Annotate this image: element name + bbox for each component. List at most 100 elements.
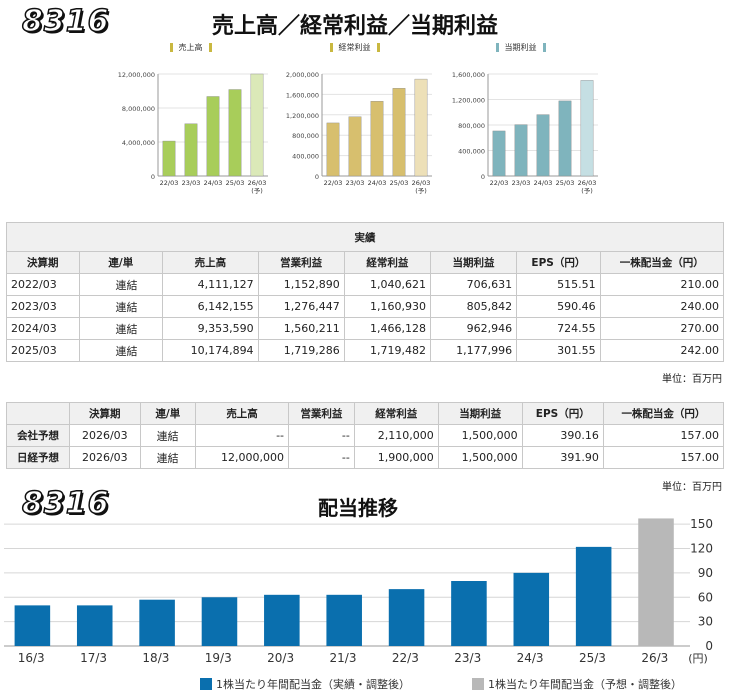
table-row: 2025/03 連結 10,174,894 1,719,286 1,719,482 1,1… <box>6 339 725 362</box>
y-tick-label: 1,200,000 <box>452 97 485 105</box>
y-tick-label: 12,000,000 <box>118 71 155 79</box>
table-cell: 1,160,930 <box>343 295 431 318</box>
column-header: 決算期 <box>69 402 141 425</box>
dividend-bar <box>14 605 51 646</box>
y-tick-label: 0 <box>481 173 485 181</box>
mini-bar <box>348 116 362 177</box>
table-cell: 590.46 <box>516 295 601 318</box>
legend-forecast-swatch <box>472 678 484 690</box>
mini-bar <box>326 122 340 177</box>
mini-bar <box>206 96 220 177</box>
x-tick-label: 22/03 <box>490 179 509 187</box>
mini-chart-title: 売上高 <box>108 42 273 53</box>
results-table: 実績 決算期 連/単 売上高 営業利益 経常利益 当期利益 EPS（円） 一株配当金（円） 2… <box>6 222 725 362</box>
mini-chart-title-text: 経常利益 <box>338 43 371 52</box>
dividend-bar <box>575 546 612 646</box>
x-tick-label: 24/03 <box>204 179 223 187</box>
mini-chart-net-profit: 当期利益 1,600,000 1,200,000 800,000 400,000 0 22/… <box>438 42 603 210</box>
y-tick-label: 400,000 <box>292 153 319 161</box>
mini-bar <box>536 114 550 177</box>
table-cell: 連結 <box>78 339 164 362</box>
dividend-bar <box>388 589 425 646</box>
table-cell: 2023/03 <box>6 295 80 318</box>
column-header: 連/単 <box>78 251 164 274</box>
y-tick-label: 60 <box>698 590 713 604</box>
y-tick-label: 150 <box>690 517 713 531</box>
table-cell: 会社予想 <box>6 424 70 447</box>
x-tick-label: 23/03 <box>346 179 365 187</box>
x-tick-label: 25/03 <box>556 179 575 187</box>
table-cell: 301.55 <box>516 339 601 362</box>
x-tick-label: 22/3 <box>392 651 419 665</box>
forecast-note: (予) <box>251 187 263 195</box>
table-cell: 1,900,000 <box>353 446 439 469</box>
table-cell: 2025/03 <box>6 339 80 362</box>
x-tick-label: 23/03 <box>182 179 201 187</box>
table-cell: 1,276,447 <box>257 295 345 318</box>
mini-chart-title: 当期利益 <box>438 42 603 53</box>
table-cell: 4,111,127 <box>162 273 259 296</box>
dividend-bar <box>638 518 674 646</box>
table-cell: 157.00 <box>602 446 725 469</box>
title-marker-icon <box>495 43 499 52</box>
table-cell: 9,353,590 <box>162 317 259 340</box>
x-tick-label: 23/3 <box>454 651 481 665</box>
table-row: 会社予想 2026/03 連結 -- -- 2,110,000 1,500,000 390.1… <box>6 424 725 447</box>
table-cell: 2026/03 <box>69 424 141 447</box>
title-marker-icon <box>329 43 333 52</box>
table-cell: 962,946 <box>429 317 518 340</box>
table-cell: 6,142,155 <box>162 295 259 318</box>
mini-bar <box>370 101 384 177</box>
x-tick-label: 18/3 <box>142 651 169 665</box>
table-cell: 日経予想 <box>6 446 70 469</box>
table-cell: 2022/03 <box>6 273 80 296</box>
x-tick-label: 23/03 <box>512 179 531 187</box>
column-header: 経常利益 <box>343 251 431 274</box>
y-tick-label: 1,600,000 <box>452 71 485 79</box>
y-tick-label: 4,000,000 <box>122 139 155 147</box>
column-header: 連/単 <box>139 402 197 425</box>
x-tick-label: 16/3 <box>18 651 45 665</box>
column-header: 経常利益 <box>353 402 439 425</box>
table-cell: 240.00 <box>599 295 725 318</box>
column-header: 一株配当金（円） <box>602 402 725 425</box>
legend-actual-swatch <box>200 678 212 690</box>
mini-chart-title-text: 売上高 <box>178 43 203 52</box>
y-tick-label: 1,200,000 <box>286 112 319 120</box>
stock-code: 8316 <box>21 3 110 40</box>
table-cell: 10,174,894 <box>162 339 259 362</box>
x-tick-label: 25/03 <box>226 179 245 187</box>
forecast-note: (予) <box>415 187 427 195</box>
table-cell: 2024/03 <box>6 317 80 340</box>
mini-bar <box>558 100 572 177</box>
table-cell: 390.16 <box>521 424 604 447</box>
x-tick-label: 26/03 <box>248 179 267 187</box>
table-cell: 連結 <box>139 424 197 447</box>
x-tick-label: 20/3 <box>267 651 294 665</box>
table-cell: 391.90 <box>521 446 604 469</box>
table-row: 2022/03 連結 4,111,127 1,152,890 1,040,621 706,… <box>6 273 725 296</box>
y-unit-label: (円) <box>688 652 708 665</box>
dividend-bar <box>513 572 550 646</box>
y-tick-label: 8,000,000 <box>122 105 155 113</box>
table-cell: 連結 <box>78 317 164 340</box>
results-caption: 実績 <box>6 222 724 252</box>
table-cell: -- <box>288 424 355 447</box>
page-title: 売上高／経常利益／当期利益 <box>212 14 499 39</box>
legend-forecast-label: 1株当たり年間配当金（予想・調整後） <box>488 678 682 691</box>
dividend-bar <box>326 594 362 646</box>
mini-bar <box>250 73 264 177</box>
table-row: 日経予想 2026/03 連結 12,000,000 -- 1,900,000 1,500,… <box>6 446 725 469</box>
dividend-bar <box>451 581 487 646</box>
dividend-stock-code: 8316 <box>21 485 110 522</box>
table-cell: 連結 <box>78 273 164 296</box>
table-cell: 270.00 <box>599 317 725 340</box>
y-tick-label: 90 <box>698 566 713 580</box>
column-header <box>6 402 70 425</box>
table-cell: -- <box>195 424 290 447</box>
y-tick-label: 0 <box>315 173 319 181</box>
table-row: 2024/03 連結 9,353,590 1,560,211 1,466,128 962,… <box>6 317 725 340</box>
dividend-bar <box>76 605 113 646</box>
table-cell: 連結 <box>139 446 197 469</box>
x-tick-label: 22/03 <box>160 179 179 187</box>
